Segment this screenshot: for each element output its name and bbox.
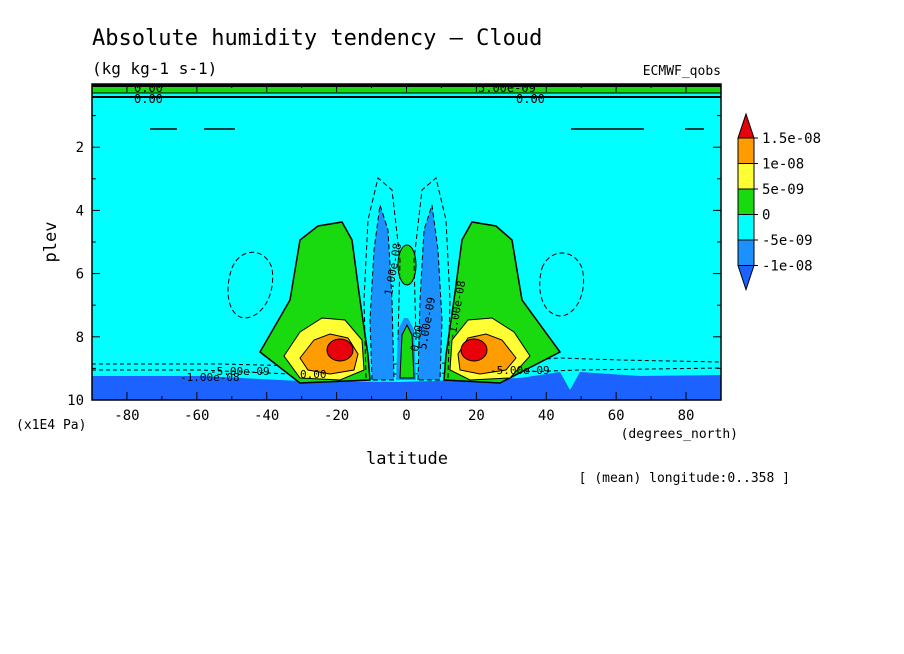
x-tick-label: -80 bbox=[114, 408, 139, 424]
low-level-negative-layer bbox=[92, 372, 721, 400]
y-axis-label: plev bbox=[41, 222, 61, 263]
colorbar-segment bbox=[737, 214, 755, 241]
x-tick-label: 80 bbox=[678, 408, 695, 424]
colorbar-segment bbox=[737, 188, 755, 215]
x-axis: -80 -60 -40 -20 0 20 40 60 80 bbox=[91, 84, 722, 424]
y-axis-units: (x1E4 Pa) bbox=[16, 418, 86, 433]
colorbar-arrow-top bbox=[737, 112, 755, 139]
positive-max-south bbox=[326, 338, 354, 362]
colorbar-label: 5e-09 bbox=[762, 182, 804, 198]
positive-max-north bbox=[460, 338, 488, 362]
y-tick-label: 8 bbox=[76, 330, 84, 346]
contour-label: 0.00 bbox=[134, 81, 163, 95]
colorbar-label: 0 bbox=[762, 208, 770, 224]
contour-label: -5.00e-09 bbox=[490, 364, 550, 377]
y-tick-label: 6 bbox=[76, 267, 84, 283]
colorbar-label: -1e-08 bbox=[762, 259, 813, 275]
chart-title: Absolute humidity tendency — Cloud bbox=[92, 26, 542, 51]
contour-label: -5.00e-09 bbox=[210, 365, 270, 378]
y-tick-label: 2 bbox=[76, 140, 84, 156]
x-axis-label: latitude bbox=[366, 449, 448, 469]
contour-label: 5.00e-09 bbox=[478, 81, 536, 95]
x-tick-label: 0 bbox=[402, 408, 410, 424]
negative-column-north bbox=[417, 204, 443, 381]
colorbar-segment bbox=[737, 137, 755, 164]
colorbar-segment bbox=[737, 163, 755, 190]
colorbar-label: 1e-08 bbox=[762, 157, 804, 173]
contour-field: 0.00 0.00 5.00e-09 0.00 -1.00e-08 -5.00e… bbox=[92, 81, 721, 400]
colorbar-label: -5e-09 bbox=[762, 233, 813, 249]
x-tick-label: 20 bbox=[468, 408, 485, 424]
contour-label: -1.00e-08 bbox=[180, 371, 240, 384]
chart-units: (kg kg-1 s-1) bbox=[92, 59, 217, 78]
footnote: [ (mean) longitude:0..358 ] bbox=[579, 471, 790, 486]
dashed-contour bbox=[363, 177, 401, 379]
contour-label: 0.00 bbox=[300, 368, 327, 381]
contour-label: 0.00 bbox=[516, 92, 545, 106]
x-tick-label: 40 bbox=[538, 408, 555, 424]
dashed-contour bbox=[227, 251, 274, 319]
x-tick-label: 60 bbox=[608, 408, 625, 424]
y-axis: 2 4 6 8 10 bbox=[67, 115, 721, 409]
colorbar-arrow-bottom bbox=[737, 265, 755, 292]
colorbar-segment bbox=[737, 239, 755, 266]
x-axis-units: (degrees_north) bbox=[621, 427, 738, 442]
equatorial-positive-bottom bbox=[399, 323, 415, 379]
x-tick-label: -20 bbox=[324, 408, 349, 424]
source-label: ECMWF_qobs bbox=[643, 64, 721, 79]
equatorial-positive-cell bbox=[397, 244, 417, 286]
contour-label: 0.00 bbox=[134, 92, 163, 106]
x-tick-label: -60 bbox=[184, 408, 209, 424]
contour-label: 0.00 bbox=[408, 324, 425, 352]
y-tick-label: 10 bbox=[67, 393, 84, 409]
colorbar: 1.5e-08 1e-08 5e-09 0 -5e-09 -1e-08 bbox=[737, 112, 821, 292]
colorbar-label: 1.5e-08 bbox=[762, 131, 821, 147]
negative-column-south bbox=[369, 204, 395, 381]
x-tick-label: -40 bbox=[254, 408, 279, 424]
dashed-contour bbox=[539, 252, 584, 317]
dashed-contour bbox=[413, 177, 451, 379]
y-tick-label: 4 bbox=[76, 203, 84, 219]
